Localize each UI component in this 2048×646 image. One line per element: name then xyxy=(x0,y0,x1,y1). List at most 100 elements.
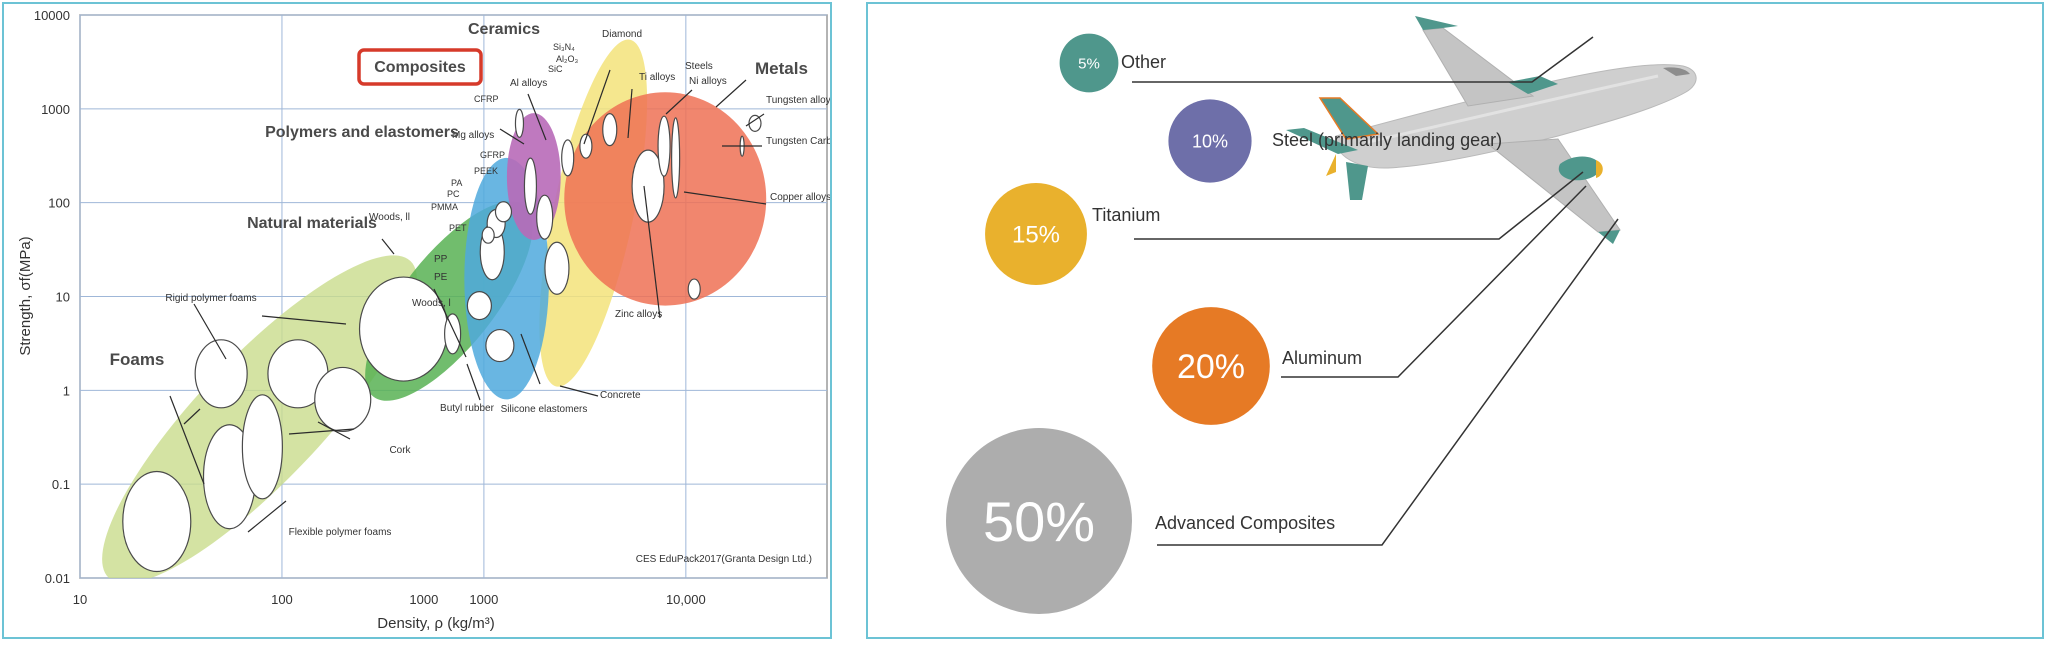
annotation-label: PEEK xyxy=(474,166,498,176)
material-label: Titanium xyxy=(1092,205,1160,225)
leader-line xyxy=(247,500,287,533)
airplane-near-engine xyxy=(1558,156,1601,181)
annotation-label: Steels xyxy=(685,61,713,72)
material-bubble xyxy=(466,290,492,321)
y-tick-label: 0.1 xyxy=(52,477,70,492)
percentage-label: 15% xyxy=(1012,222,1060,249)
material-bubble xyxy=(561,139,575,177)
annotation-label: Ni alloys xyxy=(689,76,727,87)
airplane-far-engine xyxy=(1508,76,1558,94)
leader-line xyxy=(745,113,765,127)
material-bubble xyxy=(523,157,538,215)
leader-line xyxy=(520,333,541,385)
annotation-label: Al₂O₃ xyxy=(556,54,578,64)
percentage-label: 5% xyxy=(1078,55,1100,72)
leader-line xyxy=(499,128,525,145)
leader-line xyxy=(261,315,347,325)
connector-line xyxy=(1132,36,1594,83)
material-bubble-aluminum xyxy=(1152,307,1270,425)
annotation-label: Cork xyxy=(389,445,411,456)
annotation-label: PE xyxy=(434,272,448,283)
annotation-label: Tungsten Carbide xyxy=(766,136,830,147)
annotation-label: Ti alloys xyxy=(639,72,675,83)
annotation-label: Metals xyxy=(755,59,808,78)
material-bubble xyxy=(544,241,570,295)
material-bubble xyxy=(514,108,525,138)
connector-line xyxy=(1134,171,1584,240)
percentage-label: 20% xyxy=(1177,348,1245,386)
leader-line xyxy=(381,238,395,255)
material-bubble xyxy=(481,226,495,244)
leader-line xyxy=(643,185,661,319)
x-tick-label: 100 xyxy=(271,592,293,607)
annotation-label: Al alloys xyxy=(510,78,547,89)
annotation-label: Si₃N₄ xyxy=(553,42,575,52)
y-tick-label: 10 xyxy=(56,290,70,305)
x-tick-label: 1000 xyxy=(469,592,498,607)
material-bubble-other xyxy=(1059,33,1119,93)
material-bubble xyxy=(358,276,449,382)
material-bubble-titanium xyxy=(985,183,1087,285)
annotation-label: PMMA xyxy=(431,202,458,212)
airplane-tail-cone xyxy=(1326,154,1336,176)
y-tick-label: 1 xyxy=(63,383,70,398)
leader-line xyxy=(627,88,633,139)
leader-line xyxy=(715,79,747,108)
connector-line xyxy=(1157,218,1619,546)
leader-line xyxy=(665,89,693,115)
airplane-near-stabilizer xyxy=(1346,162,1368,200)
material-label: Advanced Composites xyxy=(1155,513,1335,533)
material-bubble xyxy=(444,313,462,355)
material-bubble xyxy=(687,278,701,300)
annotation-label: Copper alloys xyxy=(770,192,830,203)
leader-line xyxy=(169,395,205,485)
leader-line xyxy=(466,363,481,401)
material-bubble xyxy=(494,201,513,223)
leader-line xyxy=(193,303,227,360)
material-bubble xyxy=(657,115,671,177)
annotation-label: Polymers and elastomers xyxy=(265,124,459,141)
annotation-label: Woods, l xyxy=(412,298,451,309)
y-tick-label: 0.01 xyxy=(45,571,70,586)
leader-line xyxy=(583,69,611,145)
annotation-label: GFRP xyxy=(480,150,505,160)
y-tick-label: 10000 xyxy=(34,8,70,23)
airplane-cockpit xyxy=(1663,67,1690,76)
leader-line xyxy=(288,428,355,435)
material-bubble xyxy=(536,194,554,240)
composites-highlight-box xyxy=(357,48,483,86)
material-label: Steel (primarily landing gear) xyxy=(1272,130,1502,150)
material-bubble-advanced xyxy=(946,428,1132,614)
airplane-near-winglet xyxy=(1598,230,1620,244)
leader-line xyxy=(433,288,467,358)
airplane-far-wing xyxy=(1422,27,1535,107)
annotation-label: Tungsten alloys xyxy=(766,95,830,106)
percentage-label: 50% xyxy=(983,490,1095,553)
material-label: Other xyxy=(1121,52,1166,72)
x-tick-label: 10,000 xyxy=(666,592,706,607)
material-bubble-steel xyxy=(1168,99,1252,183)
annotation-label: PET xyxy=(449,223,467,233)
annotation-label: Zinc alloys xyxy=(615,309,662,320)
x-tick-label: 1000 xyxy=(409,592,438,607)
ashby-chart-panel: Ceramics Diamond Si₃N₄ Al₂O₃ SiC Al alloys Ti … xyxy=(2,2,846,639)
material-bubble xyxy=(579,133,593,159)
annotation-label: Ceramics xyxy=(468,21,540,38)
annotation-label: Foams xyxy=(110,350,165,369)
material-bubble xyxy=(485,328,515,363)
material-label: Aluminum xyxy=(1282,348,1362,368)
leader-line xyxy=(527,93,547,141)
airplane-tail-fin xyxy=(1318,97,1380,140)
material-bubble xyxy=(194,339,248,409)
y-tick-label: 1000 xyxy=(41,102,70,117)
y-axis-label: Strength, σf(MPa) xyxy=(17,236,34,355)
aircraft-materials-panel: 5% Other 10% Steel (primarily landing gear)… xyxy=(866,2,2044,639)
leader-line xyxy=(559,385,599,397)
annotation-label: Concrete xyxy=(600,390,641,401)
annotation-label: Rigid polymer foams xyxy=(165,293,256,304)
annotation-label: Natural materials xyxy=(247,215,377,232)
material-bubble xyxy=(122,470,192,573)
airplane-window-line xyxy=(1367,74,1659,144)
annotation-label: Woods, ll xyxy=(369,212,410,223)
